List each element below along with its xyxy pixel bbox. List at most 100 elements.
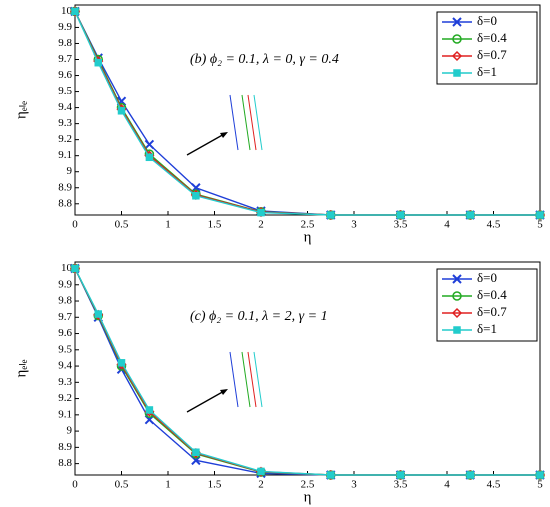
- x-tick-label: 1.5: [208, 219, 222, 231]
- arrow-head: [220, 132, 228, 138]
- x-tick-label: 1.5: [208, 479, 222, 491]
- marker: [71, 264, 79, 273]
- marker: [327, 211, 335, 219]
- y-tick-label: 9.1: [58, 149, 72, 161]
- marker: [536, 471, 544, 479]
- y-tick-label: 9.5: [58, 343, 72, 355]
- marker: [117, 107, 126, 115]
- marker: [192, 448, 200, 456]
- arrow: [186, 132, 227, 156]
- x-axis-label: η: [304, 229, 312, 245]
- y-tick-label: 9.3: [58, 376, 72, 388]
- legend-label: δ=1: [477, 64, 497, 79]
- x-tick-label: 3: [351, 219, 357, 231]
- y-tick-label: 9.8: [58, 37, 72, 49]
- legend-label: δ=0.4: [477, 287, 507, 302]
- marker: [257, 208, 265, 217]
- marker: [536, 211, 544, 219]
- legend-label: δ=1: [477, 321, 497, 336]
- series-line: [74, 11, 540, 216]
- y-tick-label: 8.8: [58, 197, 72, 209]
- x-tick-label: 4: [444, 479, 450, 491]
- marker: [451, 50, 463, 62]
- x-tick-label: 0.5: [115, 479, 129, 491]
- y-tick-label: 9.2: [58, 392, 72, 404]
- x-tick-label: 5: [537, 479, 543, 491]
- x-tick-label: 1: [165, 479, 171, 491]
- marker: [451, 307, 463, 319]
- marker: [396, 211, 405, 219]
- marker: [466, 471, 474, 479]
- y-tick-label: 9.2: [58, 133, 72, 145]
- y-tick-label: 10: [61, 5, 73, 17]
- y-tick-label: 10: [61, 262, 73, 274]
- legend-label: δ=0: [477, 270, 497, 285]
- y-tick-label: 9.7: [58, 311, 72, 323]
- y-axis-label: ηₑₗₑ: [13, 359, 29, 377]
- x-axis-label: η: [304, 489, 312, 505]
- y-tick-label: 9.9: [58, 21, 72, 33]
- marker: [452, 291, 462, 301]
- legend-label: δ=0: [477, 13, 497, 28]
- marker: [452, 34, 462, 44]
- marker: [396, 471, 405, 479]
- x-tick-label: 2: [258, 479, 264, 491]
- y-tick-label: 9.9: [58, 278, 72, 290]
- y-tick-label: 9.4: [58, 360, 72, 372]
- marker: [452, 274, 462, 284]
- legend-label: δ=0.4: [477, 30, 507, 45]
- y-tick-label: 9: [67, 165, 73, 177]
- zoom-stroke: [241, 351, 251, 408]
- marker: [117, 359, 126, 367]
- y-tick-label: 9.5: [58, 85, 72, 97]
- y-tick-label: 9.6: [58, 69, 72, 81]
- zoom-stroke: [241, 94, 251, 151]
- marker: [466, 211, 474, 219]
- x-tick-label: 4.5: [487, 479, 501, 491]
- x-tick-label: 0: [72, 219, 78, 231]
- zoom-stroke: [229, 351, 239, 408]
- series-line: [74, 268, 540, 476]
- zoom-stroke: [229, 94, 239, 151]
- x-tick-label: 0.5: [115, 219, 129, 231]
- x-tick-label: 3.5: [394, 219, 408, 231]
- marker: [452, 17, 462, 27]
- y-tick-label: 9.6: [58, 327, 72, 339]
- x-tick-label: 3.5: [394, 479, 408, 491]
- x-tick-label: 2.5: [301, 219, 315, 231]
- marker: [94, 310, 102, 318]
- x-tick-label: 2: [258, 219, 264, 231]
- zoom-stroke: [247, 351, 257, 408]
- marker: [144, 139, 155, 150]
- y-tick-label: 9.7: [58, 53, 72, 65]
- marker: [145, 153, 154, 162]
- marker: [327, 471, 335, 479]
- legend-label: δ=0.7: [477, 47, 507, 62]
- x-tick-label: 4: [444, 219, 450, 231]
- y-tick-label: 8.9: [58, 181, 72, 193]
- arrow: [186, 389, 227, 413]
- marker: [257, 467, 265, 476]
- y-tick-label: 9.1: [58, 408, 72, 420]
- x-tick-label: 4.5: [487, 219, 501, 231]
- marker: [453, 69, 461, 77]
- marker: [145, 406, 154, 414]
- arrow-head: [220, 389, 228, 395]
- y-tick-label: 9: [67, 425, 73, 437]
- marker: [453, 326, 461, 334]
- annotation: (b) ϕ₂ = 0.1, λ = 0, γ = 0.4: [190, 52, 339, 67]
- y-tick-label: 9.8: [58, 295, 72, 307]
- x-tick-label: 3: [351, 479, 357, 491]
- y-tick-label: 8.8: [58, 457, 72, 469]
- marker: [94, 58, 102, 67]
- y-tick-label: 9.4: [58, 101, 72, 113]
- annotation: (c) ϕ₂ = 0.1, λ = 2, γ = 1: [190, 309, 328, 324]
- zoom-stroke: [247, 94, 257, 151]
- x-tick-label: 2.5: [301, 479, 315, 491]
- y-axis-label: ηₑₗₑ: [13, 101, 29, 119]
- marker: [71, 7, 79, 16]
- x-tick-label: 5: [537, 219, 543, 231]
- y-tick-label: 8.9: [58, 441, 72, 453]
- y-tick-label: 9.3: [58, 117, 72, 129]
